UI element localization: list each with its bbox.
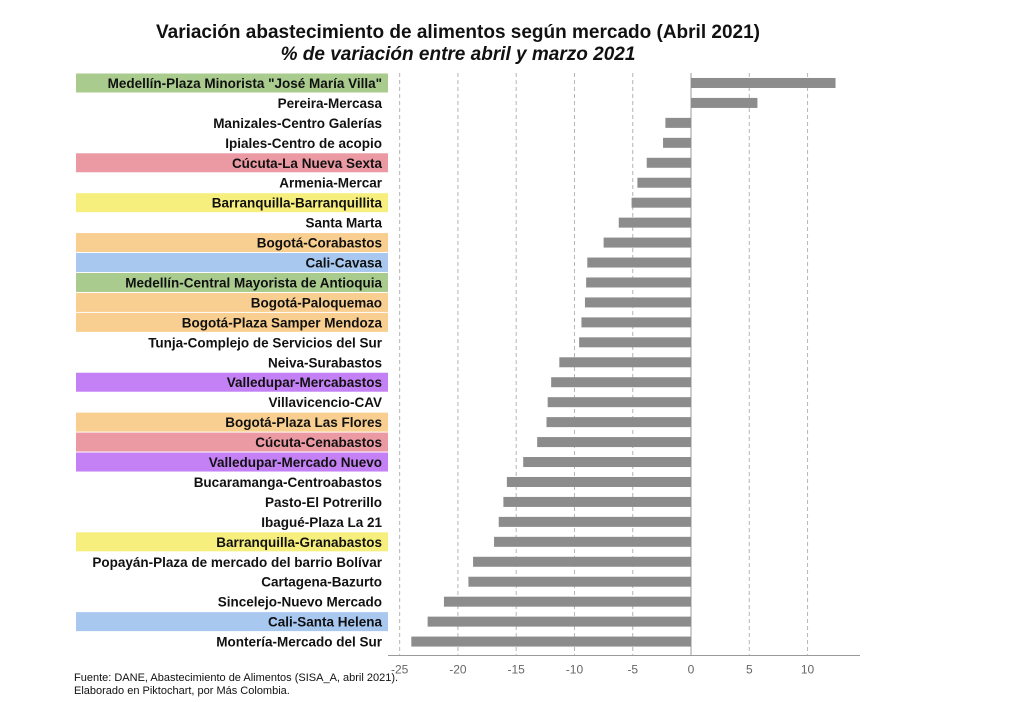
label-highlight: [76, 532, 388, 552]
bar: [586, 277, 692, 288]
bar: [523, 457, 692, 468]
bar: [631, 197, 692, 208]
category-label: Cúcuta-Cenabastos: [255, 435, 382, 450]
bar: [443, 596, 692, 607]
bar: [503, 496, 692, 507]
category-label: Neiva-Surabastos: [268, 355, 382, 370]
category-label: Sincelejo-Nuevo Mercado: [218, 595, 382, 610]
bar: [603, 237, 692, 248]
x-tick-label: -20: [449, 663, 467, 677]
category-label: Villavicencio-CAV: [268, 395, 382, 410]
bar: [559, 357, 692, 368]
bar: [665, 117, 692, 128]
label-highlight: [76, 292, 388, 312]
bar: [646, 157, 692, 168]
category-label: Montería-Mercado del Sur: [216, 635, 383, 650]
category-label: Bogotá-Paloquemao: [251, 295, 382, 310]
category-label: Valledupar-Mercado Nuevo: [209, 455, 382, 470]
category-label: Cúcuta-La Nueva Sexta: [232, 156, 383, 171]
category-labels: Medellín-Plaza Minorista "José María Vil…: [92, 76, 382, 650]
x-axis: -25 -20 -15 -10 -5 0 5 10: [388, 655, 860, 677]
category-label: Popayán-Plaza de mercado del barrio Bolí…: [92, 555, 382, 570]
category-label: Barranquilla-Barranquillita: [212, 196, 383, 211]
bar: [581, 317, 692, 328]
category-label: Ibagué-Plaza La 21: [261, 515, 382, 530]
x-tick-label: 10: [801, 663, 815, 677]
bar: [494, 536, 692, 547]
label-highlight: [76, 412, 388, 432]
bar: [579, 337, 692, 348]
bar: [546, 417, 692, 428]
bar: [506, 476, 692, 487]
bar: [551, 377, 692, 388]
bar: [498, 516, 692, 527]
x-tick-label: -25: [391, 663, 409, 677]
bar: [547, 397, 692, 408]
category-label: Bogotá-Plaza Las Flores: [225, 415, 382, 430]
label-highlight: [76, 73, 388, 93]
bar: [473, 556, 692, 567]
category-label: Barranquilla-Granabastos: [216, 535, 382, 550]
bars: [411, 77, 836, 647]
x-tick-label: -10: [566, 663, 584, 677]
bar: [618, 217, 692, 228]
category-label: Valledupar-Mercabastos: [227, 375, 382, 390]
bar: [637, 177, 692, 188]
chart-title: Variación abastecimiento de alimentos se…: [156, 22, 760, 43]
label-highlight: [76, 372, 388, 392]
category-label: Ipiales-Centro de acopio: [225, 136, 382, 151]
source-line: Fuente: DANE, Abastecimiento de Alimento…: [74, 672, 399, 684]
label-highlight: [76, 272, 388, 292]
category-label: Manizales-Centro Galerías: [213, 116, 382, 131]
category-label: Medellín-Plaza Minorista "José María Vil…: [108, 76, 382, 91]
label-highlight: [76, 233, 388, 253]
category-label: Bogotá-Plaza Samper Mendoza: [182, 315, 383, 330]
category-label: Bogotá-Corabastos: [257, 236, 382, 251]
label-highlight: [76, 153, 388, 173]
bar: [427, 616, 692, 627]
label-highlights: [76, 73, 388, 632]
category-label: Cartagena-Bazurto: [261, 575, 382, 590]
label-highlight: [76, 253, 388, 273]
x-tick-label: 5: [746, 663, 753, 677]
category-label: Bucaramanga-Centroabastos: [194, 475, 382, 490]
bar: [468, 576, 692, 587]
bar: [537, 437, 692, 448]
label-highlight: [76, 193, 388, 213]
source-note: Fuente: DANE, Abastecimiento de Alimento…: [74, 672, 398, 698]
category-label: Medellín-Central Mayorista de Antioquia: [125, 275, 382, 290]
label-highlight: [76, 612, 388, 632]
category-label: Armenia-Mercar: [279, 176, 383, 191]
label-highlight: [76, 452, 388, 472]
credit-line: Elaborado en Piktochart, por Más Colombi…: [74, 685, 290, 697]
category-label: Cali-Santa Helena: [268, 615, 383, 630]
category-label: Cali-Cavasa: [305, 256, 382, 271]
category-label: Tunja-Complejo de Servicios del Sur: [148, 335, 383, 350]
label-highlight: [76, 312, 388, 332]
x-tick-label: 0: [688, 663, 695, 677]
x-tick-label: -5: [627, 663, 638, 677]
category-label: Pasto-El Potrerillo: [265, 495, 382, 510]
category-label: Pereira-Mercasa: [278, 96, 383, 111]
bar: [411, 636, 692, 647]
bar: [584, 297, 692, 308]
chart-subtitle: % de variación entre abril y marzo 2021: [280, 44, 636, 65]
category-label: Santa Marta: [305, 216, 382, 231]
bar: [663, 137, 692, 148]
bar: [587, 257, 692, 268]
bar: [691, 77, 836, 88]
bar: [691, 97, 758, 108]
x-tick-label: -15: [508, 663, 526, 677]
label-highlight: [76, 432, 388, 452]
